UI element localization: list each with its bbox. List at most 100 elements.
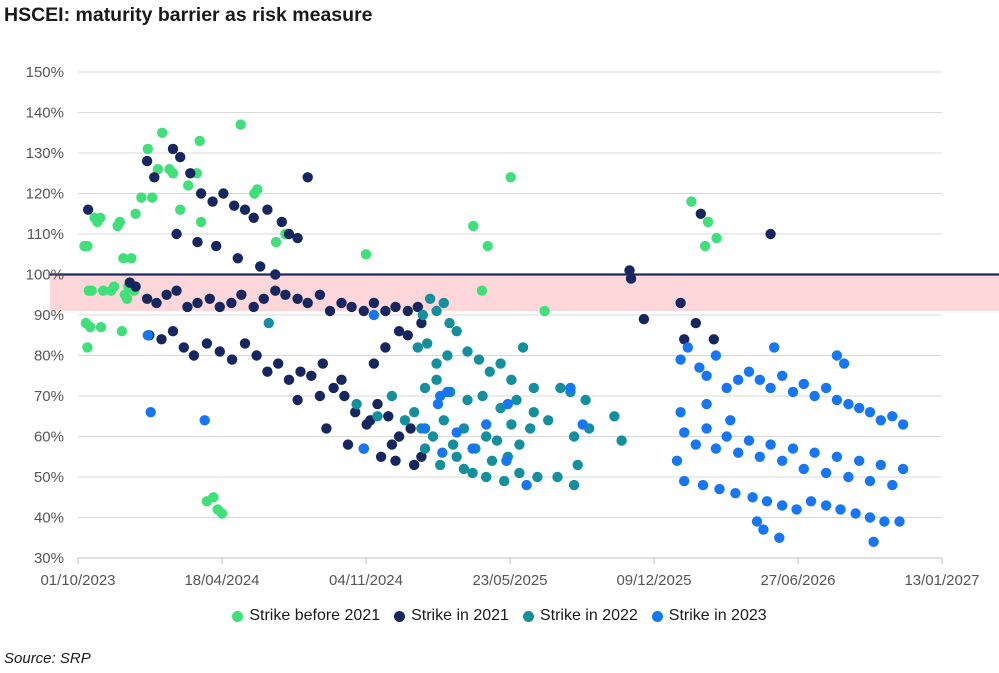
data-point xyxy=(638,313,650,325)
data-point xyxy=(711,232,722,244)
data-point xyxy=(427,431,439,442)
data-point xyxy=(270,236,282,248)
data-point xyxy=(95,212,106,223)
data-point xyxy=(467,443,478,454)
data-point xyxy=(694,362,705,373)
data-point xyxy=(372,398,383,410)
y-tick-label: 40% xyxy=(34,510,64,527)
data-point xyxy=(167,326,179,337)
barrier-band xyxy=(50,274,999,311)
data-point xyxy=(568,431,580,442)
data-point xyxy=(393,431,405,442)
data-point xyxy=(850,508,861,519)
data-point xyxy=(283,374,295,385)
y-tick-label: 30% xyxy=(34,550,64,567)
data-point xyxy=(118,253,129,264)
data-point xyxy=(336,297,347,309)
chart-title: HSCEI: maturity barrier as risk measure xyxy=(4,4,373,26)
data-point xyxy=(192,236,203,248)
x-tick-label: 09/12/2025 xyxy=(616,572,691,589)
data-point xyxy=(854,402,865,414)
data-point xyxy=(769,342,780,353)
data-point xyxy=(235,119,246,130)
data-point xyxy=(468,220,479,232)
data-point xyxy=(499,475,510,487)
data-point xyxy=(161,289,172,300)
data-point xyxy=(151,297,162,309)
data-point xyxy=(467,467,478,479)
data-point xyxy=(486,455,498,466)
data-point xyxy=(754,374,765,385)
data-point xyxy=(149,172,160,183)
data-point xyxy=(702,216,714,228)
data-point xyxy=(405,423,416,434)
data-point xyxy=(424,293,436,304)
data-point xyxy=(194,135,205,147)
legend-label: Strike in 2021 xyxy=(411,607,509,624)
data-point xyxy=(751,516,763,527)
data-point xyxy=(283,228,295,240)
data-point xyxy=(897,463,909,475)
data-point xyxy=(481,419,492,430)
data-point xyxy=(831,394,843,406)
data-point xyxy=(675,407,686,418)
data-point xyxy=(894,516,905,527)
data-point xyxy=(864,512,876,523)
data-point xyxy=(458,463,470,475)
data-point xyxy=(774,532,785,543)
data-point xyxy=(368,358,380,369)
data-point xyxy=(262,366,273,377)
data-point xyxy=(616,435,627,446)
data-point xyxy=(514,467,525,479)
data-point xyxy=(409,407,420,418)
data-point xyxy=(192,297,203,309)
data-point xyxy=(121,293,133,304)
data-point xyxy=(208,492,219,503)
legend-label: Strike before 2021 xyxy=(249,607,381,624)
data-point xyxy=(765,382,776,394)
data-point xyxy=(675,354,686,365)
data-point xyxy=(314,390,326,402)
data-point xyxy=(432,398,444,410)
data-point xyxy=(777,370,788,381)
data-point xyxy=(438,297,449,309)
data-point xyxy=(820,467,832,479)
data-point xyxy=(226,297,237,309)
data-point xyxy=(368,297,380,309)
data-point xyxy=(864,407,876,418)
data-point xyxy=(167,143,179,155)
data-point xyxy=(442,386,453,398)
data-point xyxy=(86,285,97,296)
data-point xyxy=(416,451,427,462)
data-point xyxy=(481,431,492,442)
data-point xyxy=(505,172,516,183)
data-point xyxy=(887,479,898,491)
data-point xyxy=(765,228,776,240)
data-point xyxy=(183,180,194,191)
legend: Strike before 2021 Strike in 2021 Strike i… xyxy=(0,607,999,625)
data-point xyxy=(854,455,865,466)
data-point xyxy=(875,459,886,471)
data-point xyxy=(725,415,736,426)
data-point xyxy=(204,293,215,304)
data-point xyxy=(82,240,93,252)
y-tick-label: 60% xyxy=(34,429,64,446)
data-point xyxy=(255,261,266,272)
y-tick-label: 70% xyxy=(34,388,64,405)
data-point xyxy=(714,483,725,495)
data-point xyxy=(185,168,196,179)
data-point xyxy=(141,155,153,167)
data-point xyxy=(156,334,167,345)
data-point xyxy=(787,443,799,454)
x-tick-label: 18/04/2024 xyxy=(184,572,259,589)
data-point xyxy=(263,317,274,329)
data-point xyxy=(314,289,326,300)
data-point xyxy=(292,232,303,244)
data-point xyxy=(805,496,817,507)
data-point xyxy=(686,196,697,207)
data-point xyxy=(580,394,591,406)
data-point xyxy=(875,415,886,426)
data-point xyxy=(743,435,755,446)
data-point xyxy=(438,415,449,426)
